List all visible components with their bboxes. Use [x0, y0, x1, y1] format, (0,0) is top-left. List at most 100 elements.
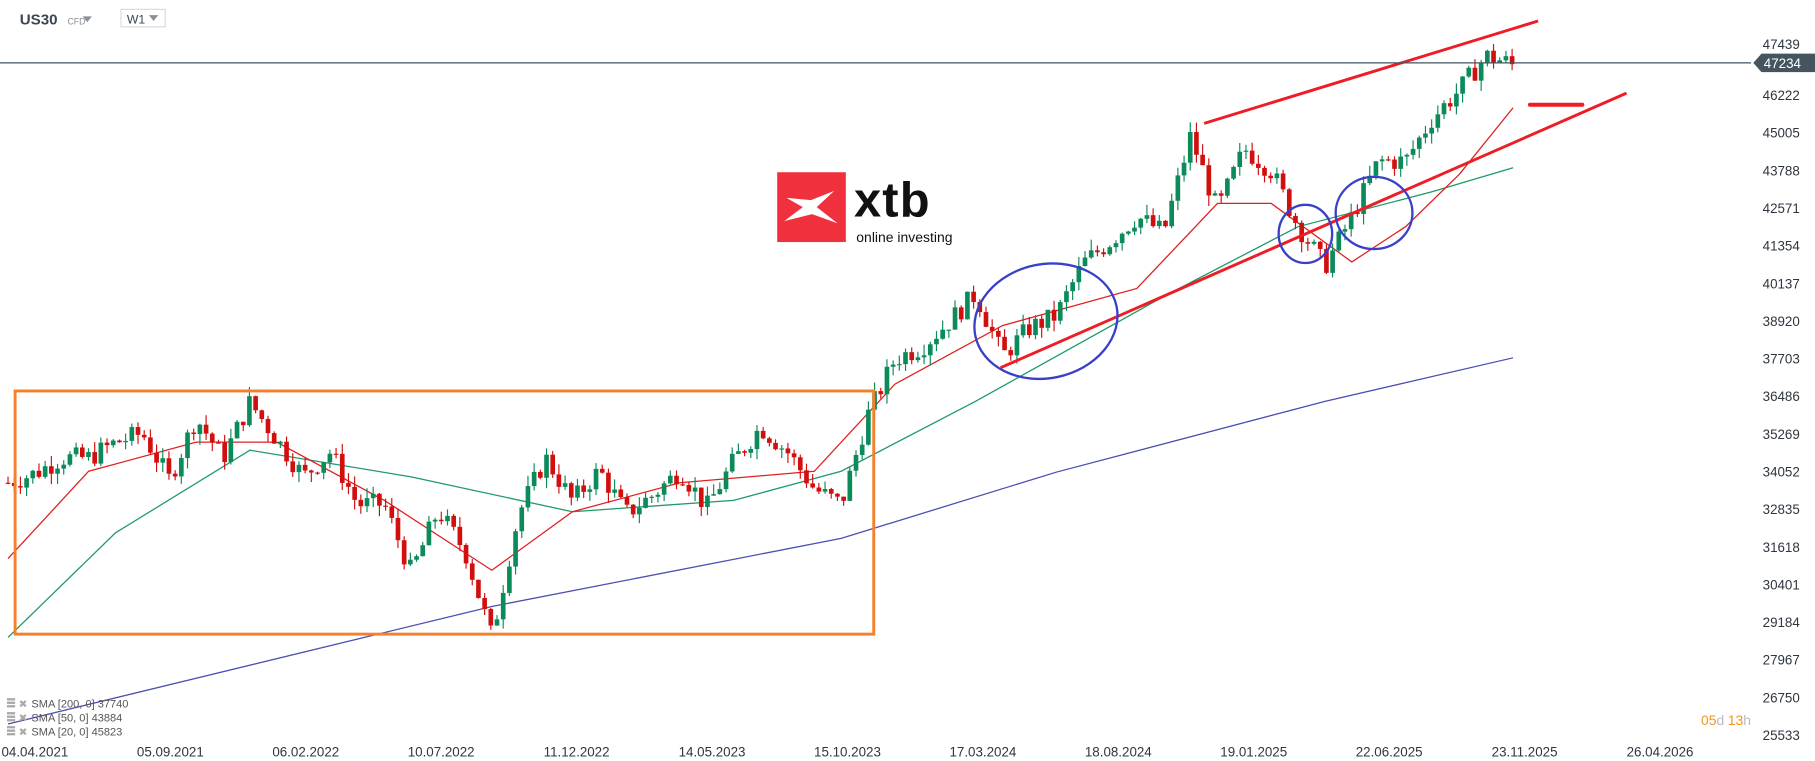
price-tick: 43788	[1763, 163, 1800, 178]
highlight-ellipse-1[interactable]	[964, 250, 1129, 392]
highlight-ellipse-2[interactable]	[1277, 203, 1334, 265]
candle	[513, 528, 518, 575]
candle-body	[1107, 247, 1113, 255]
candle	[1367, 165, 1373, 186]
indicator-label: SMA [20, 0] 45823	[31, 726, 122, 738]
candle	[612, 479, 617, 498]
remove-icon[interactable]: ✖	[19, 699, 28, 710]
candle-body	[395, 517, 401, 541]
candle	[451, 513, 457, 531]
candle-body	[1101, 252, 1106, 255]
candle-body	[1150, 215, 1156, 227]
candle	[680, 477, 686, 486]
candle	[754, 425, 760, 460]
candle	[259, 409, 265, 423]
range-box[interactable]	[13, 389, 876, 636]
candle	[92, 442, 98, 467]
interval-select[interactable]: W1	[120, 8, 166, 28]
indicator-legend: ✖ SMA [200, 0] 37740 ✖ SMA [50, 0] 43884…	[6, 698, 128, 738]
candle-body	[240, 421, 246, 426]
candle-body	[1225, 178, 1230, 196]
candle	[1429, 119, 1434, 144]
candle-body	[1051, 309, 1057, 321]
candle-body	[197, 424, 203, 435]
candle	[915, 351, 921, 363]
candle	[1348, 203, 1354, 237]
candle	[996, 327, 1001, 347]
candle-body	[958, 307, 964, 320]
candle-body	[1212, 193, 1218, 196]
candle-body	[544, 454, 549, 478]
candle	[1503, 50, 1509, 63]
symbol-label[interactable]: US30	[20, 11, 58, 28]
candle-body	[791, 453, 797, 458]
candle	[1107, 245, 1113, 256]
candle	[1169, 193, 1175, 229]
remove-icon[interactable]: ✖	[19, 713, 28, 724]
candle	[18, 476, 23, 494]
candle-body	[36, 470, 42, 477]
candle-body	[562, 483, 568, 487]
candle-body	[810, 483, 816, 488]
candle	[538, 469, 543, 480]
candle-body	[1156, 220, 1162, 227]
candle	[389, 498, 395, 524]
candle	[965, 291, 970, 320]
candle	[228, 428, 234, 465]
candle-body	[1243, 150, 1249, 152]
upper-trendline[interactable]	[1203, 19, 1539, 125]
indicator-sma20[interactable]: ✖ SMA [20, 0] 45823	[6, 726, 122, 738]
candle-body	[903, 352, 908, 365]
price-tick: 41354	[1763, 239, 1801, 254]
candle	[457, 517, 463, 552]
candle-countdown: 05d 13h	[1701, 712, 1751, 728]
candle	[185, 429, 190, 469]
candle	[544, 448, 549, 489]
remove-icon[interactable]: ✖	[19, 727, 28, 738]
candle	[1466, 65, 1472, 78]
price-tick: 38920	[1763, 314, 1800, 329]
indicator-sma200[interactable]: ✖ SMA [200, 0] 37740	[6, 698, 128, 710]
candle-body	[599, 468, 605, 473]
candle-body	[154, 452, 159, 463]
candle-body	[24, 478, 29, 488]
symbol-dropdown-icon[interactable]	[82, 16, 92, 23]
candle-body	[55, 468, 60, 474]
candle	[1119, 232, 1125, 251]
candle	[797, 454, 803, 479]
candle-body	[816, 487, 822, 492]
candle	[1163, 220, 1168, 228]
price-tick: 42571	[1763, 201, 1800, 216]
candle-body	[822, 489, 828, 492]
candle	[352, 476, 357, 510]
highlight-ellipse-3[interactable]	[1334, 175, 1414, 251]
candle	[946, 329, 952, 338]
candle-body	[1033, 318, 1038, 336]
candle	[1330, 243, 1335, 278]
candle	[1088, 239, 1094, 259]
candle-body	[1466, 67, 1472, 77]
candle-body	[674, 475, 679, 485]
date-tick: 22.06.2025	[1356, 744, 1423, 759]
candle	[785, 442, 791, 463]
candle	[630, 504, 636, 519]
candle-body	[705, 495, 710, 508]
sma50-line	[7, 167, 1514, 638]
indicator-sma50[interactable]: ✖ SMA [50, 0] 43884	[6, 712, 122, 724]
candle-body	[1144, 215, 1150, 219]
candle-body	[408, 559, 413, 565]
candle-body	[129, 427, 135, 441]
candle	[568, 481, 574, 506]
candle-body	[1305, 242, 1311, 244]
candle	[1187, 122, 1193, 171]
candle-body	[1299, 222, 1304, 243]
lower-trendline[interactable]	[999, 91, 1628, 370]
candle	[909, 347, 915, 365]
candle-body	[259, 410, 265, 419]
candle	[98, 437, 104, 467]
candle-body	[1020, 324, 1026, 336]
candle	[110, 439, 116, 448]
candle	[5, 476, 11, 485]
candle-body	[104, 442, 110, 446]
